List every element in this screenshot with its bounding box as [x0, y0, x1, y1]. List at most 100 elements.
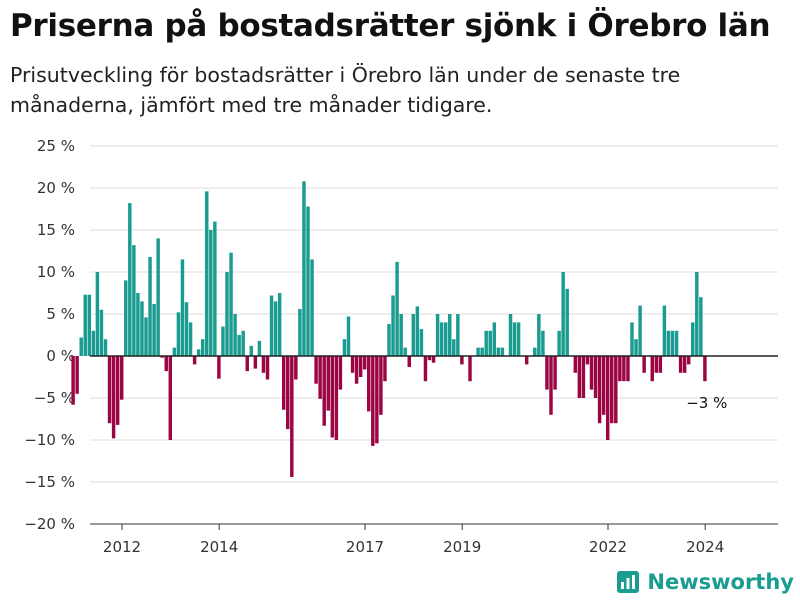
- x-tick-label: 2022: [589, 538, 627, 556]
- bar: [318, 356, 322, 399]
- bar: [601, 356, 606, 415]
- chart-subtitle: Prisutveckling för bostadsrätter i Örebr…: [10, 63, 681, 117]
- bar: [79, 337, 83, 356]
- y-tick-label: −15 %: [24, 473, 75, 491]
- bar: [448, 314, 452, 356]
- bar: [541, 330, 545, 356]
- bar: [119, 356, 124, 400]
- bar: [597, 356, 602, 424]
- bar: [152, 303, 156, 356]
- bar: [330, 356, 335, 438]
- bar: [253, 356, 258, 369]
- y-tick-label: 10 %: [37, 263, 75, 281]
- bar: [415, 306, 420, 356]
- y-tick-label: 0 %: [46, 347, 75, 365]
- bar: [95, 272, 100, 356]
- bar: [261, 356, 266, 373]
- bar: [294, 356, 298, 380]
- bar: [128, 203, 132, 356]
- bar: [249, 345, 254, 356]
- bar: [310, 259, 314, 356]
- bar: [395, 261, 399, 356]
- bar: [213, 221, 217, 356]
- bar: [666, 330, 671, 356]
- bar: [686, 356, 691, 365]
- bar: [670, 330, 675, 356]
- bar: [638, 305, 642, 356]
- bar: [342, 339, 347, 356]
- bar: [678, 356, 683, 373]
- bar: [439, 322, 444, 356]
- y-tick-label: −5 %: [34, 389, 75, 407]
- bar: [375, 356, 379, 444]
- bar: [435, 314, 440, 356]
- bar: [614, 356, 618, 424]
- bar: [176, 312, 181, 356]
- bar: [618, 356, 622, 382]
- bar: [500, 347, 505, 356]
- bar: [99, 309, 104, 356]
- bar: [103, 339, 108, 356]
- y-tick-label: 15 %: [37, 221, 75, 239]
- bar: [468, 356, 472, 382]
- bar: [537, 314, 541, 356]
- bar: [164, 356, 168, 372]
- bar: [585, 356, 590, 365]
- bar: [115, 356, 120, 425]
- bar: [346, 316, 351, 356]
- bar: [306, 206, 310, 356]
- bar: [695, 272, 699, 356]
- bar: [172, 347, 177, 356]
- bars: [71, 181, 707, 477]
- bar: [553, 356, 557, 390]
- bar: [196, 349, 201, 356]
- bar: [111, 356, 116, 439]
- bar: [209, 230, 213, 356]
- bar: [237, 335, 241, 356]
- bar: [674, 330, 679, 356]
- bar: [168, 356, 173, 440]
- bar: [221, 326, 225, 356]
- bar: [456, 314, 460, 356]
- y-tick-label: 20 %: [37, 179, 75, 197]
- bar: [160, 356, 164, 358]
- bar: [654, 356, 659, 373]
- bar: [334, 356, 339, 440]
- bar: [107, 356, 112, 424]
- x-tick-label: 2014: [200, 538, 238, 556]
- bar: [350, 356, 355, 373]
- bar: [326, 356, 330, 411]
- y-tick-label: −10 %: [24, 431, 75, 449]
- bar: [91, 330, 96, 356]
- bar: [484, 330, 488, 356]
- bar: [265, 356, 270, 380]
- bar: [156, 238, 160, 356]
- bar: [148, 256, 152, 356]
- bar: [290, 356, 294, 477]
- bar: [302, 181, 306, 356]
- bar: [533, 347, 537, 356]
- bar: [241, 330, 245, 356]
- bar: [83, 294, 87, 356]
- bar: [524, 356, 529, 365]
- bar: [277, 293, 282, 356]
- bar: [245, 356, 249, 372]
- bar: [286, 356, 290, 430]
- brand-name: Newsworthy: [647, 570, 794, 594]
- bar: [229, 252, 233, 356]
- bar: [630, 322, 634, 356]
- chart-title: Priserna på bostadsrätter sjönk i Örebro…: [10, 8, 771, 44]
- x-tick-label: 2024: [686, 538, 724, 556]
- bar: [379, 356, 383, 415]
- bar: [140, 301, 144, 356]
- bar: [492, 322, 497, 356]
- bar: [443, 322, 448, 356]
- bar: [314, 356, 318, 384]
- bar: [605, 356, 610, 440]
- bar: [399, 314, 403, 356]
- bar: [298, 308, 302, 356]
- bar: [217, 356, 221, 379]
- bar: [549, 356, 553, 415]
- bar: [180, 259, 185, 356]
- bar: [427, 356, 432, 361]
